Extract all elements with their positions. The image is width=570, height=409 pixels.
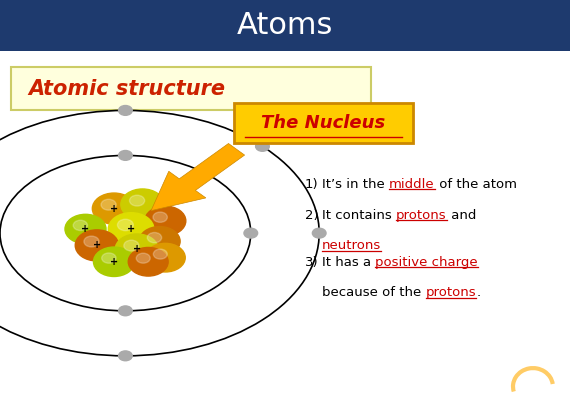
Circle shape [119, 306, 132, 316]
Text: Atomic structure: Atomic structure [28, 79, 226, 99]
Text: and: and [447, 209, 476, 222]
Circle shape [145, 243, 185, 272]
Text: +: + [133, 245, 141, 254]
Circle shape [92, 193, 136, 224]
Circle shape [145, 206, 186, 236]
Circle shape [153, 249, 168, 259]
Text: because of the: because of the [322, 286, 426, 299]
Circle shape [244, 228, 258, 238]
Circle shape [75, 230, 119, 261]
Text: positive charge: positive charge [376, 256, 478, 269]
Circle shape [101, 253, 116, 263]
Circle shape [84, 236, 99, 247]
Circle shape [139, 227, 180, 256]
Text: +: + [93, 240, 101, 250]
Circle shape [147, 232, 162, 243]
Circle shape [255, 142, 269, 151]
Circle shape [115, 234, 158, 265]
FancyBboxPatch shape [234, 103, 413, 143]
Text: 2): 2) [305, 209, 319, 222]
Text: 1): 1) [305, 178, 319, 191]
Circle shape [119, 106, 132, 115]
Text: neutrons: neutrons [322, 239, 381, 252]
Circle shape [121, 189, 164, 220]
Circle shape [153, 212, 168, 222]
Circle shape [93, 247, 135, 276]
Text: +: + [110, 204, 118, 213]
Circle shape [124, 240, 139, 251]
Text: +: + [110, 257, 118, 267]
Circle shape [117, 219, 133, 231]
Text: protons: protons [396, 209, 447, 222]
Text: The Nucleus: The Nucleus [262, 114, 385, 132]
Circle shape [65, 214, 106, 244]
Text: .: . [476, 286, 481, 299]
Circle shape [129, 195, 145, 206]
Text: It has a: It has a [322, 256, 376, 269]
Circle shape [73, 220, 88, 231]
Text: 3): 3) [305, 256, 319, 269]
Circle shape [128, 247, 168, 276]
Text: Atoms: Atoms [237, 11, 333, 40]
Text: It contains: It contains [322, 209, 396, 222]
Circle shape [108, 213, 154, 245]
Text: +: + [82, 224, 89, 234]
FancyBboxPatch shape [11, 67, 370, 110]
Circle shape [119, 351, 132, 361]
FancyBboxPatch shape [0, 0, 570, 51]
Circle shape [119, 151, 132, 160]
Circle shape [101, 199, 116, 210]
Text: of the atom: of the atom [435, 178, 516, 191]
Circle shape [312, 228, 326, 238]
Circle shape [136, 253, 150, 263]
Polygon shape [151, 144, 245, 211]
Text: middle: middle [389, 178, 435, 191]
Text: +: + [127, 224, 135, 234]
Text: protons: protons [426, 286, 476, 299]
Text: It’s in the: It’s in the [322, 178, 389, 191]
